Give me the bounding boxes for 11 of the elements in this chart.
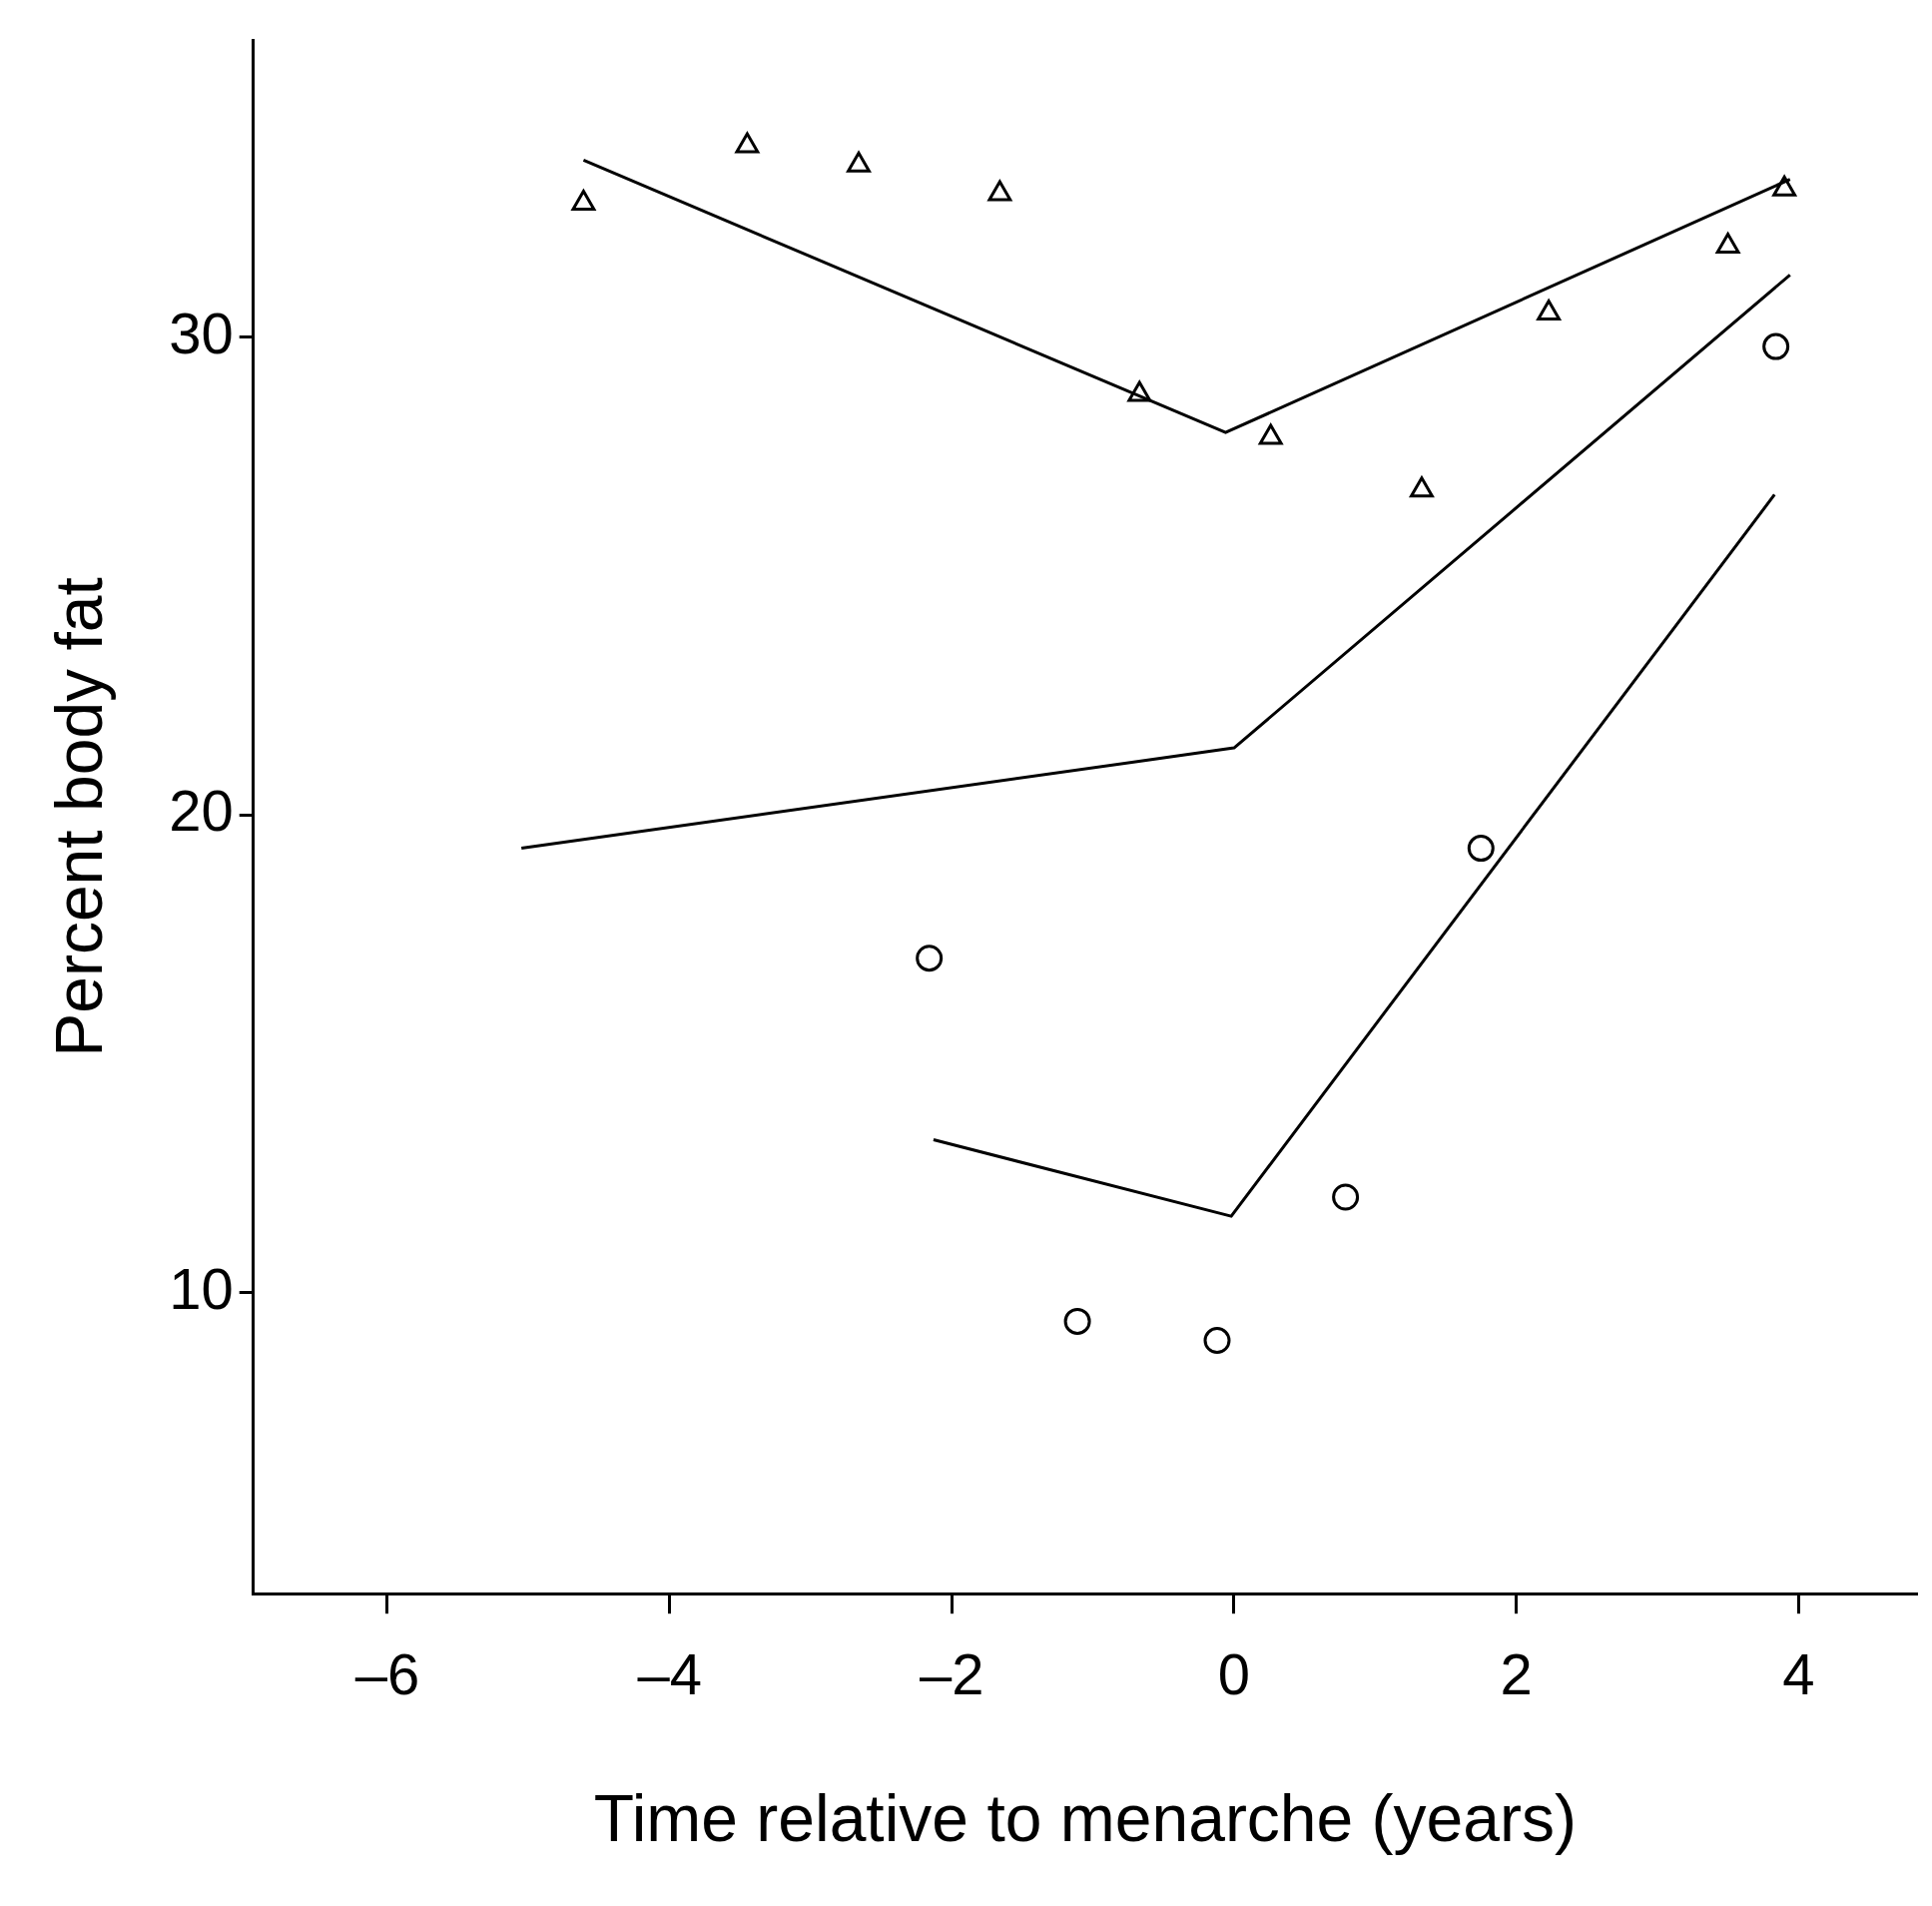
- x-tick-label: 4: [1782, 1641, 1815, 1706]
- y-axis-title: Percent body fat: [41, 577, 116, 1057]
- y-tick-label: 20: [169, 778, 234, 844]
- x-tick-label: –2: [920, 1641, 984, 1706]
- x-axis-title: Time relative to menarche (years): [593, 1780, 1577, 1855]
- x-tick-label: 2: [1500, 1641, 1533, 1706]
- x-tick-label: –6: [354, 1641, 420, 1706]
- y-tick-label: 30: [169, 300, 234, 365]
- x-tick-label: 0: [1217, 1641, 1251, 1706]
- y-tick-label: 10: [169, 1255, 234, 1321]
- x-tick-label: –4: [637, 1641, 702, 1706]
